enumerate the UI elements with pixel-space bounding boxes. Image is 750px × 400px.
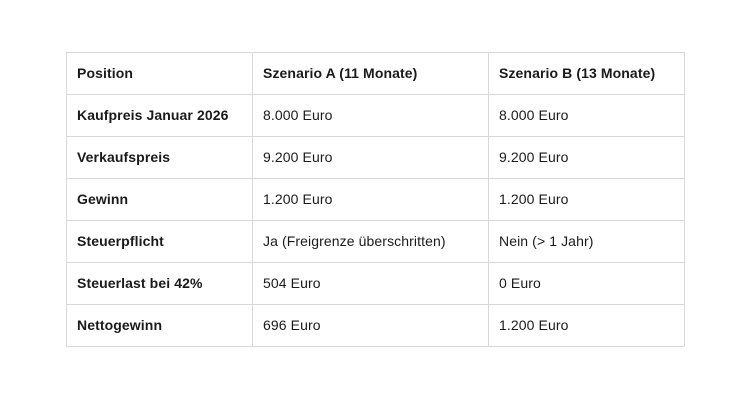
row-label: Gewinn <box>66 178 253 221</box>
column-header-scenario-a: Szenario A (11 Monate) <box>252 52 489 95</box>
column-header-scenario-b: Szenario B (13 Monate) <box>488 52 685 95</box>
table-cell: 1.200 Euro <box>488 178 685 221</box>
table-row: Steuerpflicht Ja (Freigrenze überschritt… <box>66 220 685 263</box>
table-cell: 0 Euro <box>488 262 685 305</box>
table-cell: 8.000 Euro <box>488 94 685 137</box>
table-header-row: Position Szenario A (11 Monate) Szenario… <box>66 52 685 95</box>
table-cell: 8.000 Euro <box>252 94 489 137</box>
table-cell: 9.200 Euro <box>488 136 685 179</box>
table-cell: 1.200 Euro <box>488 304 685 347</box>
table-row: Kaufpreis Januar 2026 8.000 Euro 8.000 E… <box>66 94 685 137</box>
column-header-position: Position <box>66 52 253 95</box>
row-label: Nettogewinn <box>66 304 253 347</box>
table-cell: 1.200 Euro <box>252 178 489 221</box>
row-label: Kaufpreis Januar 2026 <box>66 94 253 137</box>
table-row: Nettogewinn 696 Euro 1.200 Euro <box>66 304 685 347</box>
table-cell: 504 Euro <box>252 262 489 305</box>
table-cell: Nein (> 1 Jahr) <box>488 220 685 263</box>
table-row: Gewinn 1.200 Euro 1.200 Euro <box>66 178 685 221</box>
row-label: Verkaufspreis <box>66 136 253 179</box>
table-row: Steuerlast bei 42% 504 Euro 0 Euro <box>66 262 685 305</box>
row-label: Steuerpflicht <box>66 220 253 263</box>
scenario-comparison-table: Position Szenario A (11 Monate) Szenario… <box>66 52 685 347</box>
table-cell: 696 Euro <box>252 304 489 347</box>
table-cell: 9.200 Euro <box>252 136 489 179</box>
data-table: Position Szenario A (11 Monate) Szenario… <box>66 52 685 347</box>
table-row: Verkaufspreis 9.200 Euro 9.200 Euro <box>66 136 685 179</box>
table-cell: Ja (Freigrenze überschritten) <box>252 220 489 263</box>
row-label: Steuerlast bei 42% <box>66 262 253 305</box>
